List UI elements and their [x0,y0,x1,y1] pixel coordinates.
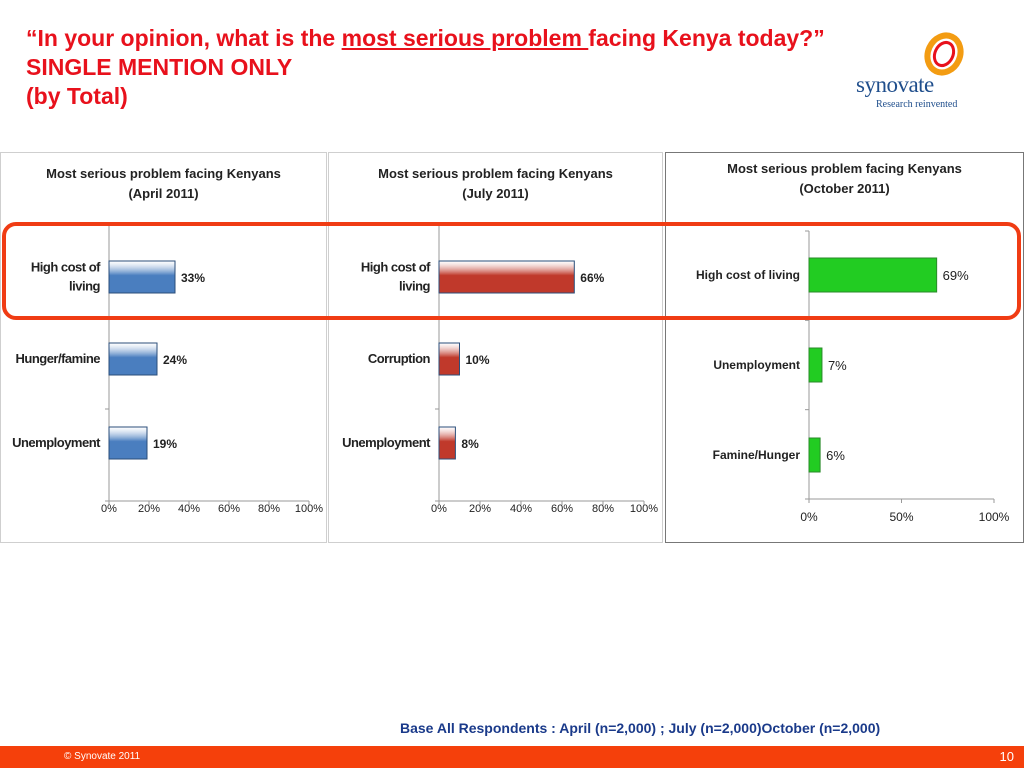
chart-title-april: Most serious problem facing Kenyans [46,166,281,181]
copyright-text: © Synovate 2011 [64,751,141,762]
category-label-high-cost-of-living: High cost of [31,260,101,275]
bar-high-cost-of-living [808,257,938,293]
data-label-high-cost-of-living: 33% [181,271,205,285]
bar-unemployment [438,426,456,460]
chart-subtitle-july: (July 2011) [462,186,529,201]
data-label-high-cost-of-living: 69% [943,268,969,283]
synovate-logo-mark [924,32,964,76]
chart-subtitle-april: (April 2011) [128,186,198,201]
x-tick-label: 100% [979,510,1010,524]
category-label-hunger-famine: Hunger/famine [15,351,100,366]
x-tick-label: 60% [551,503,573,515]
data-label-hunger-famine: 24% [163,353,187,367]
slide-title: “In your opinion, what is the most serio… [26,24,906,111]
logo-tagline: Research reinvented [876,99,958,110]
bar-unemployment [108,426,148,460]
x-tick-label: 80% [592,503,614,515]
chart-title-october: Most serious problem facing Kenyans [727,161,962,176]
title-underlined-text: most serious problem [341,25,589,51]
category-label-high-cost-of-living: High cost of [361,260,431,275]
category-label-unemployment: Unemployment [342,435,431,450]
base-note: Base All Respondents : April (n=2,000) ;… [400,720,881,736]
chart-title-july: Most serious problem facing Kenyans [378,166,613,181]
footer-bar: © Synovate 2011 10 [0,746,1024,768]
synovate-logo: synovate Research reinvented [848,28,976,118]
title-text-part2: facing Kenya today?” SINGLE MENTION ONLY [26,25,825,80]
data-label-corruption: 10% [466,353,490,367]
data-label-famine-hunger: 6% [826,448,845,463]
bar-hunger-famine [108,342,158,376]
data-label-unemployment: 8% [461,437,479,451]
bar-high-cost-of-living [108,260,176,294]
bar-unemployment [808,347,823,383]
title-text-part1: “In your opinion, what is the [26,25,342,51]
category-label-famine-hunger: Famine/Hunger [713,448,801,462]
bar-high-cost-of-living [438,260,575,294]
x-tick-label: 60% [218,503,240,515]
bar-chart-april: Most serious problem facing Kenyans (Apri… [12,166,323,515]
category-label-corruption: Corruption [368,351,431,366]
x-tick-label: 0% [431,503,447,515]
bar-chart-october: Most serious problem facing Kenyans (Octo… [696,161,1010,524]
category-label-high-cost-of-living: High cost of living [696,268,800,282]
data-label-high-cost-of-living: 66% [580,271,604,285]
bar-famine-hunger [808,437,821,473]
logo-wordmark: synovate [856,72,934,97]
chart-subtitle-october: (October 2011) [799,181,889,196]
x-tick-label: 20% [469,503,491,515]
category-label-unemployment: Unemployment [713,358,800,372]
category-label-high-cost-of-living: living [399,279,431,294]
x-tick-label: 100% [295,503,323,515]
title-text-line3: (by Total) [26,83,128,109]
chart-panel-april: Most serious problem facing Kenyans (Apri… [0,152,327,543]
x-tick-label: 0% [101,503,117,515]
x-tick-label: 100% [630,503,658,515]
bar-corruption [438,342,460,376]
x-tick-label: 0% [800,510,818,524]
category-label-unemployment: Unemployment [12,435,101,450]
x-tick-label: 40% [510,503,532,515]
chart-panel-october: Most serious problem facing Kenyans (Octo… [665,152,1024,543]
data-label-unemployment: 19% [153,437,177,451]
bar-chart-july: Most serious problem facing Kenyans (July… [342,166,658,515]
page-number: 10 [999,749,1014,764]
x-tick-label: 40% [178,503,200,515]
data-label-unemployment: 7% [828,358,847,373]
x-tick-label: 50% [889,510,913,524]
x-tick-label: 20% [138,503,160,515]
x-tick-label: 80% [258,503,280,515]
category-label-high-cost-of-living: living [69,279,101,294]
highlight-box [2,222,1021,320]
chart-panel-july: Most serious problem facing Kenyans (July… [328,152,663,543]
